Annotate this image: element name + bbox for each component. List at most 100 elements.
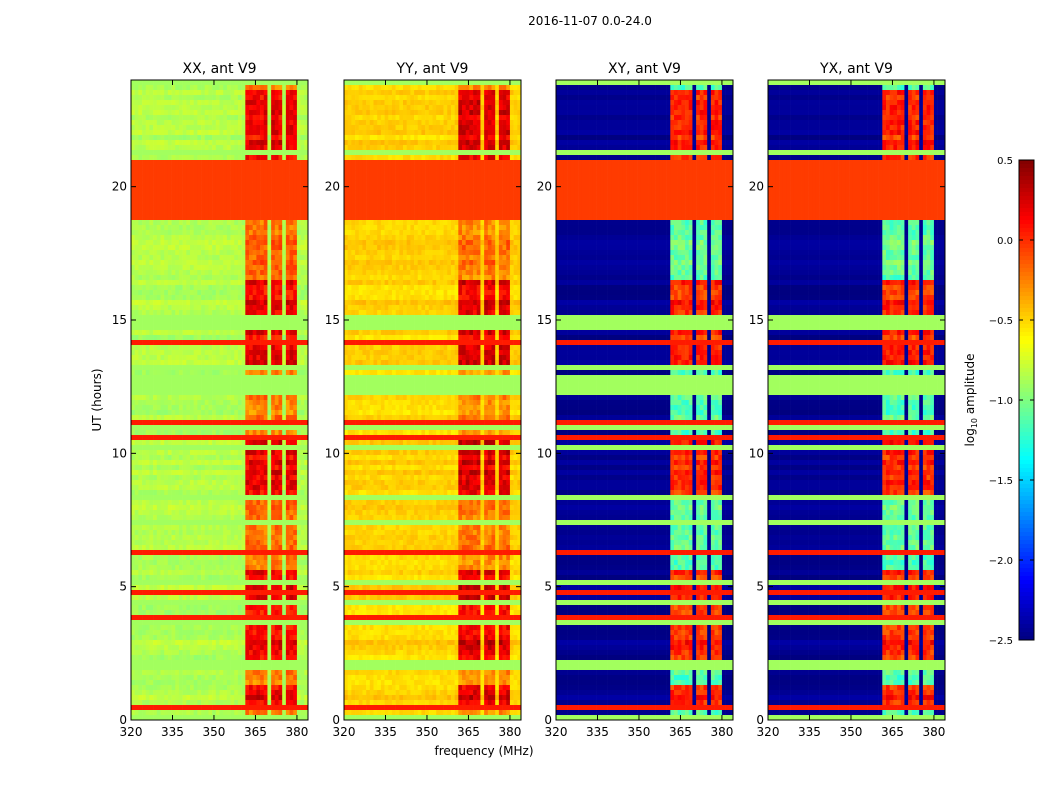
heatmap-cell [182,415,187,421]
heatmap-cell [289,555,294,561]
heatmap-cell [190,505,194,511]
heatmap-cell [241,465,246,471]
heatmap-cell [149,525,154,531]
heatmap-cell [208,420,213,426]
heatmap-cell [167,130,172,136]
heatmap-cell [304,215,309,221]
heatmap-cell [267,240,272,246]
heatmap-cell [260,450,265,456]
heatmap-cell [245,140,250,146]
heatmap-cell [256,350,261,356]
heatmap-cell [245,130,250,136]
heatmap-cell [223,470,228,476]
heatmap-cell [285,460,290,466]
heatmap-cell [293,165,298,171]
heatmap-cell [219,455,224,461]
heatmap-cell [223,315,228,321]
heatmap-cell [271,165,276,171]
heatmap-cell [178,525,183,531]
heatmap-cell [230,295,235,301]
heatmap-cell [219,95,224,101]
heatmap-cell [249,470,253,476]
heatmap-cell [256,495,261,501]
heatmap-cell [142,375,147,381]
heatmap-cell [256,95,261,101]
heatmap-cell [304,550,309,556]
heatmap-cell [138,235,143,241]
heatmap-cell [201,110,206,116]
heatmap-cell [186,465,191,471]
heatmap-cell [160,485,165,491]
heatmap-cell [134,170,139,176]
heatmap-cell [145,320,150,326]
heatmap-cell [145,510,150,516]
heatmap-cell [190,365,194,371]
heatmap-cell [215,165,220,171]
heatmap-cell [263,255,268,261]
heatmap-cell [300,550,305,556]
heatmap-cell [241,285,246,291]
heatmap-cell [175,335,180,341]
heatmap-cell [293,135,298,141]
heatmap-cell [237,380,242,386]
heatmap-cell [208,375,213,381]
heatmap-cell [219,175,224,181]
heatmap-cell [293,540,298,546]
heatmap-cell [131,510,135,516]
heatmap-cell [296,200,301,206]
heatmap-cell [271,80,276,86]
heatmap-cell [289,320,294,326]
heatmap-cell [178,125,183,131]
heatmap-cell [263,380,268,386]
heatmap-cell [193,120,198,126]
heatmap-cell [304,485,309,491]
heatmap-cell [167,235,172,241]
heatmap-cell [219,160,224,166]
heatmap-cell [156,295,161,301]
heatmap-cell [282,335,287,341]
heatmap-cell [204,340,209,346]
heatmap-cell [182,300,187,306]
heatmap-cell [230,175,235,181]
heatmap-cell [175,470,180,476]
heatmap-cell [193,465,198,471]
heatmap-cell [260,560,265,566]
heatmap-cell [138,425,143,431]
heatmap-cell [267,270,272,276]
heatmap-cell [271,230,276,236]
heatmap-cell [156,275,161,281]
heatmap-cell [234,540,239,546]
heatmap-cell [293,205,298,211]
heatmap-cell [182,230,187,236]
heatmap-cell [134,290,139,296]
heatmap-cell [274,155,279,161]
heatmap-cell [237,530,242,536]
heatmap-cell [256,395,261,401]
heatmap-cell [267,170,272,176]
heatmap-cell [263,280,268,286]
heatmap-cell [271,260,276,266]
heatmap-cell [149,250,154,256]
heatmap-cell [190,385,194,391]
heatmap-cell [131,400,135,406]
heatmap-cell [296,135,301,141]
heatmap-cell [182,310,187,316]
heatmap-cell [212,265,217,271]
heatmap-cell [156,105,161,111]
heatmap-cell [230,590,235,596]
heatmap-cell [226,400,231,406]
heatmap-cell [149,195,154,201]
heatmap-cell [282,115,287,121]
heatmap-cell [175,555,180,561]
heatmap-cell [282,500,287,506]
heatmap-cell [300,115,305,121]
heatmap-cell [142,80,147,86]
heatmap-cell [237,580,242,586]
heatmap-cell [145,485,150,491]
heatmap-cell [245,310,250,316]
heatmap-cell [190,525,194,531]
heatmap-cell [197,255,202,261]
heatmap-cell [131,100,135,106]
heatmap-cell [230,595,235,601]
heatmap-cell [249,490,253,496]
